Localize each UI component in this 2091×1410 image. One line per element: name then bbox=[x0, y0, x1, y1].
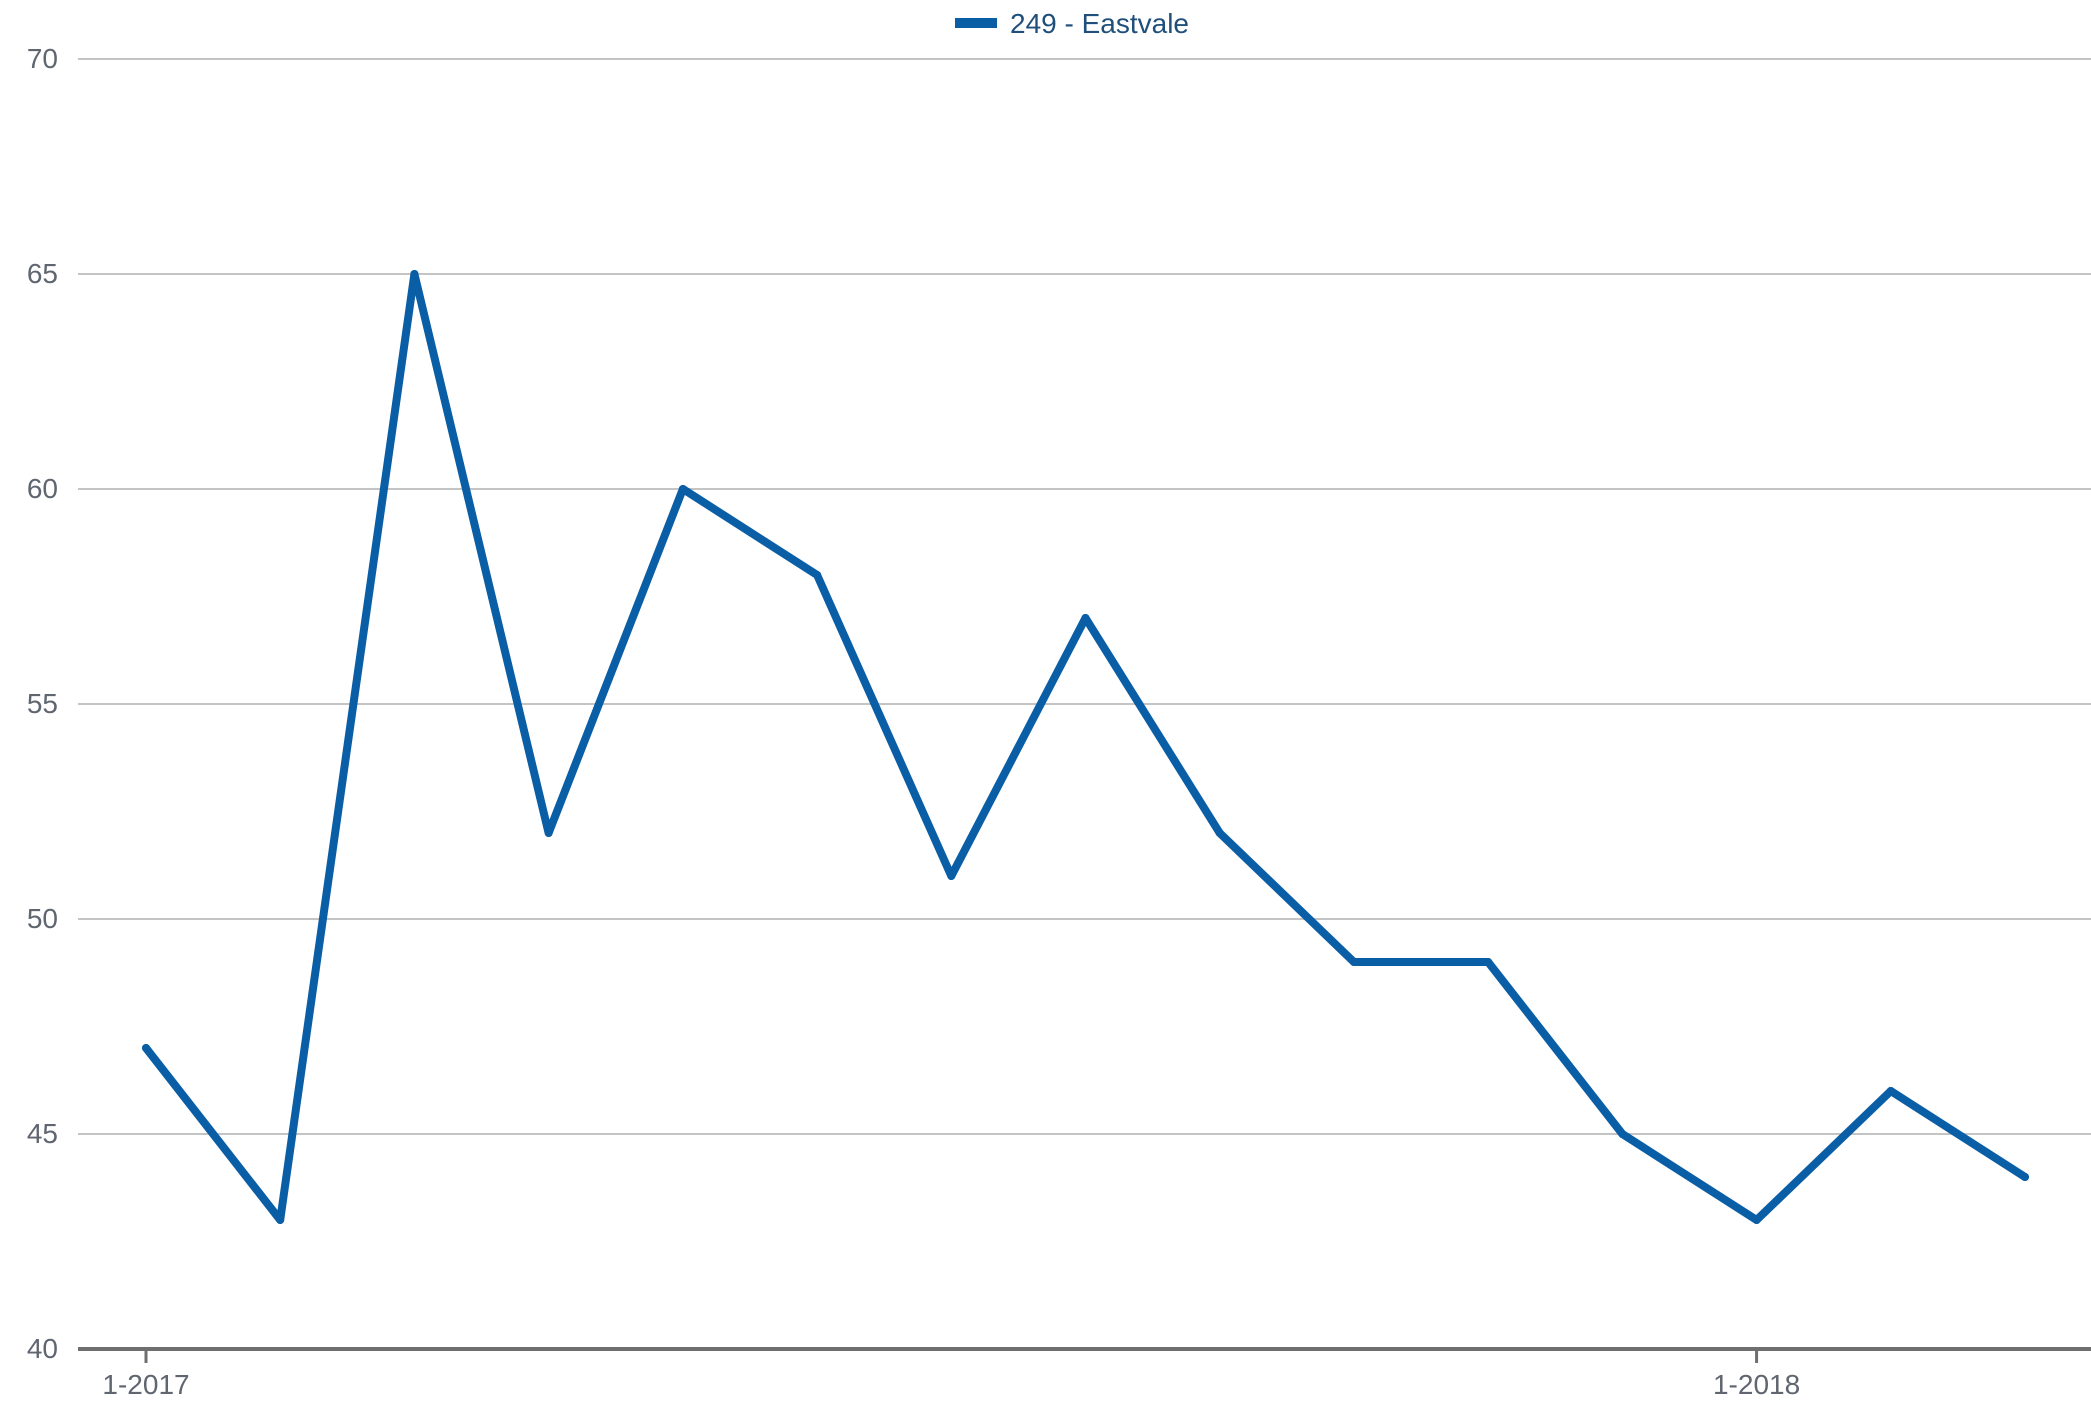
data-point-2017-06 bbox=[813, 571, 822, 579]
y-tick-label-55: 55 bbox=[27, 688, 58, 719]
y-tick-label-65: 65 bbox=[27, 258, 58, 289]
data-point-2017-07 bbox=[947, 872, 956, 880]
y-tick-label-40: 40 bbox=[27, 1333, 58, 1364]
data-point-2017-04 bbox=[544, 829, 553, 837]
data-point-2017-01 bbox=[142, 1044, 150, 1052]
data-point-2017-03 bbox=[410, 270, 419, 278]
data-point-2018-02 bbox=[1886, 1087, 1895, 1095]
legend-label: 249 - Eastvale bbox=[1010, 8, 1189, 39]
data-point-2017-10 bbox=[1349, 958, 1358, 966]
data-point-2018-03 bbox=[2021, 1173, 2029, 1181]
y-tick-label-60: 60 bbox=[27, 473, 58, 504]
y-tick-label-45: 45 bbox=[27, 1118, 58, 1149]
data-point-2017-12 bbox=[1618, 1130, 1627, 1138]
y-tick-label-50: 50 bbox=[27, 903, 58, 934]
data-point-2017-02 bbox=[276, 1216, 285, 1224]
x-tick-label-1-2018: 1-2018 bbox=[1713, 1369, 1800, 1400]
series-layer bbox=[142, 270, 2029, 1224]
data-point-2018-01 bbox=[1752, 1216, 1761, 1224]
data-point-2017-09 bbox=[1215, 829, 1224, 837]
data-point-2017-05 bbox=[678, 485, 687, 493]
gridlines bbox=[78, 58, 2091, 1135]
data-point-2017-08 bbox=[1081, 614, 1090, 622]
legend: 249 - Eastvale bbox=[955, 8, 1189, 39]
y-axis-tick-labels: 40 45 50 55 60 65 70 bbox=[27, 43, 58, 1364]
series-line-0 bbox=[142, 270, 2029, 1224]
x-tick-label-1-2017: 1-2017 bbox=[102, 1369, 189, 1400]
data-point-2017-11 bbox=[1484, 958, 1493, 966]
x-axis: 1-2017 1-2018 bbox=[78, 1347, 2091, 1400]
legend-swatch bbox=[955, 18, 997, 28]
y-tick-label-70: 70 bbox=[27, 43, 58, 74]
